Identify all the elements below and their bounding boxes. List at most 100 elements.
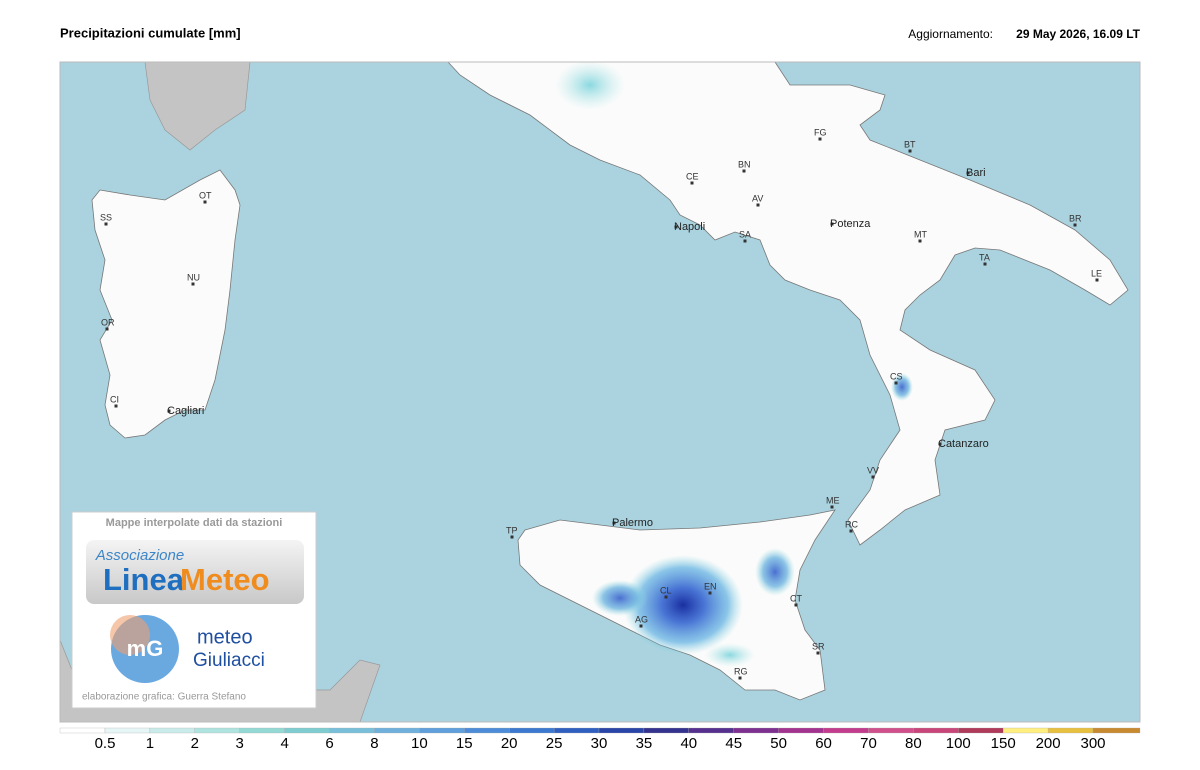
legend-swatch	[958, 727, 1004, 734]
city-label: CL	[660, 585, 672, 595]
city-label: Catanzaro	[938, 438, 989, 450]
rain-area	[755, 548, 795, 596]
city-marker	[816, 651, 820, 655]
legend-swatch	[598, 727, 645, 734]
logo-caption: Mappe interpolate dati da stazioni	[106, 517, 283, 529]
city-marker	[191, 282, 195, 286]
legend-swatch	[868, 727, 914, 734]
legend-label: 2	[191, 735, 199, 752]
legend-label: 200	[1036, 735, 1061, 752]
city-label: SA	[739, 229, 751, 239]
legend-swatch	[464, 727, 510, 734]
logo-brand-2: Meteo	[180, 562, 270, 597]
city-marker	[894, 381, 898, 385]
legend-swatch	[284, 727, 330, 734]
city-label: RC	[845, 519, 858, 529]
legend-swatch	[733, 727, 779, 734]
legend-label: 80	[905, 735, 922, 752]
legend-label: 3	[236, 735, 244, 752]
legend-swatch	[239, 727, 285, 734]
city-marker	[830, 222, 834, 226]
legend: 0.5 1 2 3 4 6 8 10 15 20 25 30 35 40 45 50 60 70 80 100 150 2…	[59, 727, 1141, 752]
legend-label: 40	[680, 735, 697, 752]
city-label: OR	[101, 317, 115, 327]
title: Precipitazioni cumulate [mm]	[60, 25, 241, 40]
legend-swatch	[688, 727, 734, 734]
corsica	[144, 62, 251, 151]
legend-label: 10	[411, 735, 428, 752]
city-label: Potenza	[830, 218, 871, 230]
city-marker	[743, 239, 747, 243]
legend-label: 300	[1080, 735, 1105, 752]
city-label: AG	[635, 614, 648, 624]
city-label: VV	[867, 465, 879, 475]
city-marker	[738, 676, 742, 680]
legend-label: 100	[946, 735, 971, 752]
city-label: OT	[199, 190, 212, 200]
legend-label: 60	[815, 735, 832, 752]
legend-label: 150	[991, 735, 1016, 752]
sardinia	[91, 169, 241, 439]
city-marker	[114, 404, 118, 408]
legend-label: 25	[546, 735, 563, 752]
city-label: CS	[890, 371, 903, 381]
city-marker	[849, 529, 853, 533]
city-marker	[966, 171, 970, 175]
legend-swatch	[1047, 727, 1094, 734]
legend-swatch	[374, 727, 420, 734]
city-marker	[1095, 278, 1099, 282]
city-label: Napoli	[674, 221, 705, 233]
legend-label: 20	[501, 735, 518, 752]
cities: FG BT Bari CE BN AV Potenza MT BR TA LE Napoli SA SS O…	[100, 127, 1102, 680]
city-marker	[938, 442, 942, 446]
rain-area	[592, 580, 648, 616]
city-marker	[871, 475, 875, 479]
city-marker	[167, 409, 171, 413]
legend-swatch	[823, 727, 869, 734]
legend-swatch	[59, 727, 106, 734]
city-label: SS	[100, 212, 112, 222]
legend-label: 45	[725, 735, 742, 752]
city-label: NU	[187, 272, 200, 282]
legend-swatch	[643, 727, 689, 734]
city-label: SR	[812, 641, 825, 651]
logo-box: Mappe interpolate dati da stazioni Assoc…	[71, 511, 317, 709]
city-marker	[664, 595, 668, 599]
legend-swatch	[1003, 727, 1049, 734]
legend-label: 30	[591, 735, 608, 752]
logo-button	[86, 540, 304, 604]
logo-brand-1: Linea	[103, 562, 185, 597]
city-label: ME	[826, 495, 840, 505]
legend-swatch	[329, 727, 375, 734]
legend-swatch	[1092, 727, 1141, 734]
city-marker	[674, 225, 678, 229]
logo-mg: mG	[127, 636, 164, 661]
legend-swatch	[553, 727, 600, 734]
legend-label: 15	[456, 735, 473, 752]
city-label: MT	[914, 229, 927, 239]
update-label: Aggiornamento:	[908, 27, 993, 41]
city-marker	[105, 327, 109, 331]
city-marker	[690, 181, 694, 185]
legend-swatch	[778, 727, 824, 734]
city-label: TP	[506, 525, 518, 535]
city-marker	[612, 521, 616, 525]
legend-swatch	[419, 727, 465, 734]
legend-label: 4	[280, 735, 288, 752]
city-label: CE	[686, 171, 699, 181]
city-marker	[818, 137, 822, 141]
update-time: 29 May 2026, 16.09 LT	[1016, 27, 1141, 41]
legend-label: 8	[370, 735, 378, 752]
rain-area	[891, 373, 913, 401]
city-label: TA	[979, 252, 990, 262]
city-label: CT	[790, 593, 802, 603]
legend-swatch	[149, 727, 195, 734]
city-label: LE	[1091, 268, 1102, 278]
city-label: RG	[734, 666, 748, 676]
legend-swatch	[509, 727, 555, 734]
city-marker	[830, 505, 834, 509]
logo-meteo: meteo	[197, 626, 253, 648]
legend-label: 6	[325, 735, 333, 752]
city-marker	[908, 149, 912, 153]
